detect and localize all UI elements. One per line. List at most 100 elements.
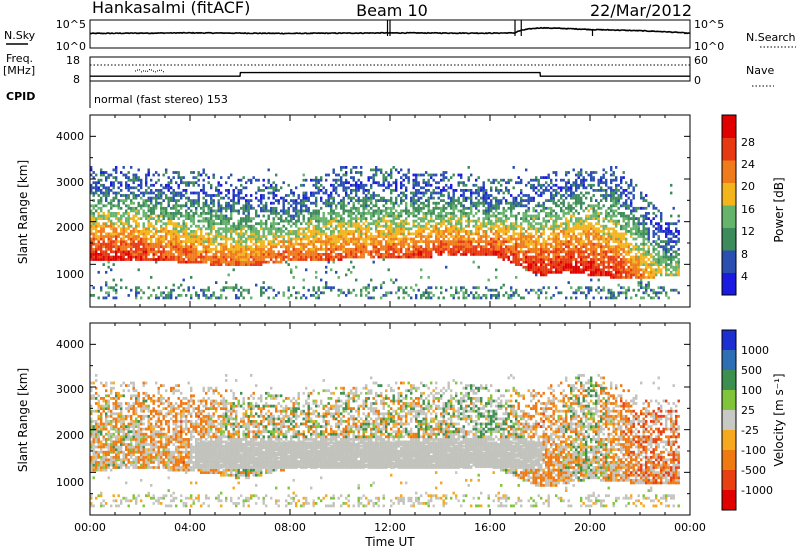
power-cell bbox=[527, 263, 530, 266]
power-cell bbox=[592, 245, 595, 249]
power-cell bbox=[202, 209, 205, 213]
power-cell bbox=[517, 253, 520, 256]
power-cell bbox=[260, 288, 263, 292]
power-cell bbox=[487, 253, 490, 256]
power-cell bbox=[315, 227, 318, 231]
power-cell bbox=[147, 222, 150, 226]
power-cell bbox=[127, 176, 130, 179]
power-cell bbox=[100, 209, 103, 213]
power-cell bbox=[555, 237, 558, 241]
power-cell bbox=[177, 242, 180, 246]
power-cell bbox=[220, 245, 223, 249]
power-cell bbox=[362, 214, 365, 218]
power-cell bbox=[402, 245, 405, 249]
power-cell bbox=[560, 178, 563, 182]
power-cell bbox=[485, 230, 488, 233]
power-cell bbox=[275, 183, 278, 187]
power-cell bbox=[332, 255, 335, 259]
power-cell bbox=[325, 265, 328, 269]
power-cell bbox=[417, 240, 420, 243]
power-cell bbox=[132, 176, 135, 179]
power-cell bbox=[555, 265, 558, 269]
power-cell bbox=[480, 196, 483, 200]
power-cell bbox=[265, 201, 268, 205]
power-cell bbox=[542, 230, 545, 233]
power-cell bbox=[537, 183, 540, 187]
power-cell bbox=[155, 227, 158, 231]
power-cell bbox=[277, 230, 280, 233]
power-cell bbox=[495, 247, 498, 251]
power-cell bbox=[115, 247, 118, 251]
power-cell bbox=[367, 283, 370, 287]
power-cell bbox=[540, 270, 543, 274]
power-cell bbox=[577, 217, 580, 220]
power-cell bbox=[372, 240, 375, 243]
power-cell bbox=[425, 245, 428, 249]
power-cell bbox=[180, 294, 183, 297]
freq-left-label: Freq. bbox=[6, 52, 33, 65]
power-cell bbox=[575, 250, 578, 254]
power-cell bbox=[402, 230, 405, 233]
power-cell bbox=[382, 235, 385, 238]
power-cell bbox=[317, 189, 320, 192]
power-cell bbox=[462, 199, 465, 202]
power-cell bbox=[212, 224, 215, 228]
power-cell bbox=[400, 176, 403, 179]
power-cell bbox=[177, 245, 180, 249]
power-cell bbox=[545, 219, 548, 223]
power-cell bbox=[147, 196, 150, 200]
power-cell bbox=[490, 240, 493, 243]
power-cell bbox=[227, 253, 230, 256]
power-cell bbox=[145, 199, 148, 202]
power-cell bbox=[335, 235, 338, 238]
power-cell bbox=[477, 245, 480, 249]
power-cell bbox=[355, 247, 358, 251]
power-cell bbox=[142, 194, 145, 197]
power-cell bbox=[242, 253, 245, 256]
power-cell bbox=[110, 232, 113, 236]
power-cell bbox=[395, 250, 398, 254]
power-cell bbox=[200, 232, 203, 236]
power-cell bbox=[190, 214, 193, 218]
power-cell bbox=[215, 235, 218, 238]
power-cell bbox=[580, 199, 583, 202]
power-cell bbox=[447, 253, 450, 256]
power-cell bbox=[570, 270, 573, 274]
power-cell bbox=[100, 173, 103, 177]
power-cell bbox=[575, 260, 578, 264]
power-cell bbox=[290, 240, 293, 243]
power-cell bbox=[360, 242, 363, 246]
power-cell bbox=[210, 247, 213, 251]
power-cell bbox=[460, 224, 463, 228]
power-cell bbox=[342, 230, 345, 233]
power-cell bbox=[427, 247, 430, 251]
power-cell bbox=[272, 201, 275, 205]
power-cell bbox=[165, 237, 168, 241]
power-cell bbox=[115, 288, 118, 292]
power-cell bbox=[537, 235, 540, 238]
power-cell bbox=[455, 240, 458, 243]
power-cell bbox=[472, 232, 475, 236]
power-cell bbox=[100, 201, 103, 205]
power-cell bbox=[317, 209, 320, 213]
power-cell bbox=[345, 194, 348, 197]
power-cell bbox=[482, 186, 485, 190]
power-cell bbox=[475, 291, 478, 295]
power-cell bbox=[460, 235, 463, 238]
power-cell bbox=[382, 178, 385, 182]
power-cell bbox=[380, 245, 383, 249]
power-cell bbox=[252, 263, 255, 266]
power-cell bbox=[490, 219, 493, 223]
power-cell bbox=[387, 224, 390, 228]
power-cell bbox=[235, 247, 238, 251]
power-cell bbox=[285, 209, 288, 213]
power-cell bbox=[137, 242, 140, 246]
power-cell bbox=[420, 240, 423, 243]
power-cell bbox=[540, 258, 543, 261]
power-cell bbox=[370, 240, 373, 243]
power-cell bbox=[592, 253, 595, 256]
power-cell bbox=[152, 212, 155, 215]
power-cell bbox=[465, 242, 468, 246]
power-cell bbox=[472, 250, 475, 254]
power-cell bbox=[235, 250, 238, 254]
